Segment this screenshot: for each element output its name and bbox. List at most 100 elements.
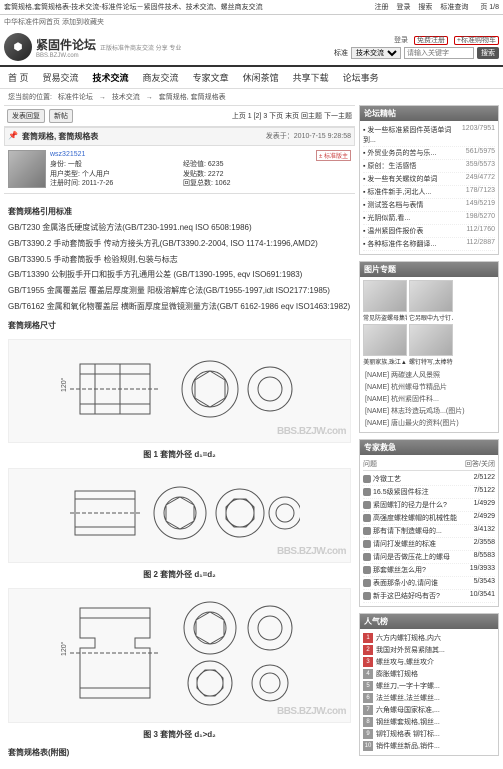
search-input[interactable] [404, 47, 474, 59]
list-item[interactable]: ▪ 测试签名档与表情149/5219 [363, 199, 495, 212]
nav-item[interactable]: 技术交流 [93, 71, 129, 84]
top-link[interactable]: 搜索 [418, 4, 432, 11]
top-link[interactable]: 标准查询 [440, 4, 468, 11]
register-link[interactable]: 免费注册 [414, 36, 448, 45]
box-header: 专家救急 [360, 440, 498, 455]
box-header: 人气榜 [360, 614, 498, 629]
logo-icon: ⬢ [4, 33, 32, 61]
avatar[interactable] [8, 150, 46, 188]
list-item[interactable]: 3螺丝攻与,螺丝攻介 [363, 656, 495, 668]
list-item[interactable]: 16.5级紧固件标注7/5122 [363, 486, 495, 499]
list-item[interactable]: 请问是否做压花上的螺母8/5583 [363, 551, 495, 564]
hot-posts-box: 论坛精帖 ▪ 发一些标准紧固件英语单词到...1203/7951▪ 外贸业务员的… [359, 105, 499, 255]
list-item[interactable]: ▪ 各种标准件名称翻译...112/2887 [363, 238, 495, 251]
list-item[interactable]: 高强度螺栓螺帽的机械性能2/4929 [363, 512, 495, 525]
nav-item[interactable]: 专家文章 [193, 71, 229, 84]
list-item[interactable]: 9铆钉规格表 铆钉标... [363, 728, 495, 740]
list-item[interactable]: 冷镦工艺2/5122 [363, 473, 495, 486]
list-item[interactable]: 8钢丝螺套规格,钢丝... [363, 716, 495, 728]
list-item[interactable]: 新手这巴结好吗有否?10/3541 [363, 590, 495, 603]
newtopic-button[interactable]: 新帖 [49, 109, 73, 123]
tag-link[interactable]: [NAME] 唐山最火的资料(图片) [365, 418, 459, 428]
svg-text:120°: 120° [60, 641, 68, 656]
section-heading: 套筒规格引用标准 [8, 206, 351, 219]
logo-bbs: BBS.BZJW.com [36, 53, 96, 59]
expert-box: 专家救急 问题回答/关闭 冷镦工艺2/512216.5级紧固件标注7/5122紧… [359, 439, 499, 607]
username[interactable]: wsz321521 [50, 150, 316, 160]
std-line: GB/T3390.2 手动套筒扳手 传动方接头方孔(GB/T3390.2-200… [8, 238, 351, 251]
tag-link[interactable]: [NAME] 两碳速人风景照 [365, 370, 440, 380]
post-body: 套筒规格引用标准 GB/T230 金属洛氏硬度试验方法(GB/T230-1991… [4, 194, 355, 769]
nav-item[interactable]: 首 页 [8, 71, 29, 84]
login-link[interactable]: 登录 [394, 37, 408, 44]
list-item[interactable]: ▪ 发一些标准紧固件英语单词到...1203/7951 [363, 124, 495, 147]
watermark: BBS.BZJW.com [277, 424, 346, 440]
list-item[interactable]: ▪ 温州紧固件报价表112/1760 [363, 225, 495, 238]
tag-link[interactable]: [NAME] 杭州螺母节精品片 [365, 382, 447, 392]
list-item[interactable]: 7六角螺母国家标准,... [363, 704, 495, 716]
thumbnail[interactable]: 常见防盗螺母集锦 [363, 280, 407, 322]
top-link[interactable]: 登录 [396, 4, 410, 11]
list-item[interactable]: 请问打发螺丝的标准2/3558 [363, 538, 495, 551]
nav-item[interactable]: 休闲茶馆 [243, 71, 279, 84]
fig-caption: 图 2 套筒外径 d₁=d₂ [8, 569, 351, 582]
list-item[interactable]: ▪ 标准件新手,河北人...178/7123 [363, 186, 495, 199]
page-title: 套筒规格,套筒规格表-技术交流-标准件论坛－紧固件技术、技术交流、螺丝商友交流 [4, 2, 263, 12]
logo-sub: 正版标准件商友交流 分享 专业 [100, 43, 181, 52]
list-item[interactable]: ▪ 光阴似箭,看...198/5270 [363, 212, 495, 225]
box-header: 论坛精帖 [360, 106, 498, 121]
svg-text:120°: 120° [60, 377, 68, 392]
tag-link[interactable]: [NAME] 林志玲造玩鸡场...(图片) [365, 406, 465, 416]
post-title: 套筒规格, 套筒规格表 [22, 131, 98, 142]
nav-item[interactable]: 共享下载 [293, 71, 329, 84]
list-item[interactable]: 4膨胀螺钉规格 [363, 668, 495, 680]
search-button[interactable]: 搜索 [477, 47, 499, 59]
post-date: 发表于：2010-7-15 9:28:58 [266, 131, 351, 142]
pin-icon: 📌 [8, 131, 18, 142]
list-item[interactable]: 那有请下制造螺母的...3/4132 [363, 525, 495, 538]
nav-item[interactable]: 论坛事务 [343, 71, 379, 84]
nav-item[interactable]: 商友交流 [143, 71, 179, 84]
pagination[interactable]: 上页 1 [2] 3 下页 末页 回主题 下一主题 [232, 111, 352, 121]
breadcrumb: 您当前的位置: 标准件论坛 → 技术交流 → 套筒规格, 套筒规格表 [0, 89, 503, 105]
list-item[interactable]: 紧固螺钉的径力是什么?1/4929 [363, 499, 495, 512]
list-item[interactable]: 10销件螺丝新品,销件... [363, 740, 495, 752]
reply-button[interactable]: 发表回复 [7, 109, 45, 123]
page-num: 页 1/8 [480, 4, 499, 11]
list-item[interactable]: ▪ 外贸业务员的苦与乐...561/5975 [363, 147, 495, 160]
list-item[interactable]: ▪ 发一些有关螺纹的单词249/4772 [363, 173, 495, 186]
watermark: BBS.BZJW.com [277, 704, 346, 720]
list-item[interactable]: 那套螺丝怎么用?19/3933 [363, 564, 495, 577]
thumbnail[interactable]: 螺钉特写,太棒特写 [409, 324, 453, 366]
search-category[interactable]: 技术交流 [351, 47, 401, 59]
std-line: GB/T3390.5 手动套筒扳手 检验规则,包装与标志 [8, 254, 351, 267]
fig-caption: 图 1 套筒外径 d₁=d₂ [8, 449, 351, 462]
section-heading: 套筒规格表(附图) [8, 747, 351, 760]
cart-link[interactable]: +标准购物车 [454, 36, 499, 45]
section-heading: 套筒规格尺寸 [8, 320, 351, 333]
pics-box: 图片专题 常见防盗螺母集锦它另眼中九寸钉▲美丽家族,珠江▲螺钉特写,太棒特写 [… [359, 261, 499, 433]
nav-item[interactable]: 贸易交流 [43, 71, 79, 84]
list-item[interactable]: 2我国对外贸易紧随其... [363, 644, 495, 656]
top-link[interactable]: 注册 [375, 4, 389, 11]
main-nav: 首 页 贸易交流 技术交流 商友交流 专家文章 休闲茶馆 共享下载 论坛事务 [0, 67, 503, 89]
thumbnail[interactable]: 美丽家族,珠江▲ [363, 324, 407, 366]
list-item[interactable]: ▪ 原创：生活感悟359/5573 [363, 160, 495, 173]
thumbnail[interactable]: 它另眼中九寸钉▲ [409, 280, 453, 322]
list-item[interactable]: 表面那条小的,请问谁5/3543 [363, 577, 495, 590]
search-label: 标准 [334, 48, 348, 58]
logo[interactable]: ⬢ 紧固件论坛 BBS.BZJW.com 正版标准件商友交流 分享 专业 [4, 33, 181, 61]
list-item[interactable]: 1六方内螺钉规格,内六 [363, 632, 495, 644]
list-item[interactable]: 5螺丝刀,一字十字螺... [363, 680, 495, 692]
tag-link[interactable]: [NAME] 杭州紧固件科... [365, 394, 439, 404]
std-line: GB/T1955 金属覆盖层 覆盖层厚度测量 阳极溶解库仑法(GB/T1955-… [8, 285, 351, 298]
mod-badge: ± 标准版主 [316, 150, 351, 161]
figure-2: BBS.BZJW.com [8, 468, 351, 563]
figure-3: 120° BBS.BZJW.com [8, 588, 351, 723]
logo-main: 紧固件论坛 [36, 36, 96, 53]
std-line: GB/T6162 金属和氧化物覆盖层 横断面厚度显微镜测量方法(GB/T 616… [8, 301, 351, 314]
sub-bar: 中华标准件网首页 添加到收藏夹 [0, 15, 503, 29]
std-line: GB/T13390 公制扳手开口和扳手方孔通用公差 (GB/T1390-1995… [8, 269, 351, 282]
list-item[interactable]: 6法兰螺丝,法兰螺丝... [363, 692, 495, 704]
std-line: GB/T230 金属洛氏硬度试验方法(GB/T230-1991.neq ISO … [8, 222, 351, 235]
